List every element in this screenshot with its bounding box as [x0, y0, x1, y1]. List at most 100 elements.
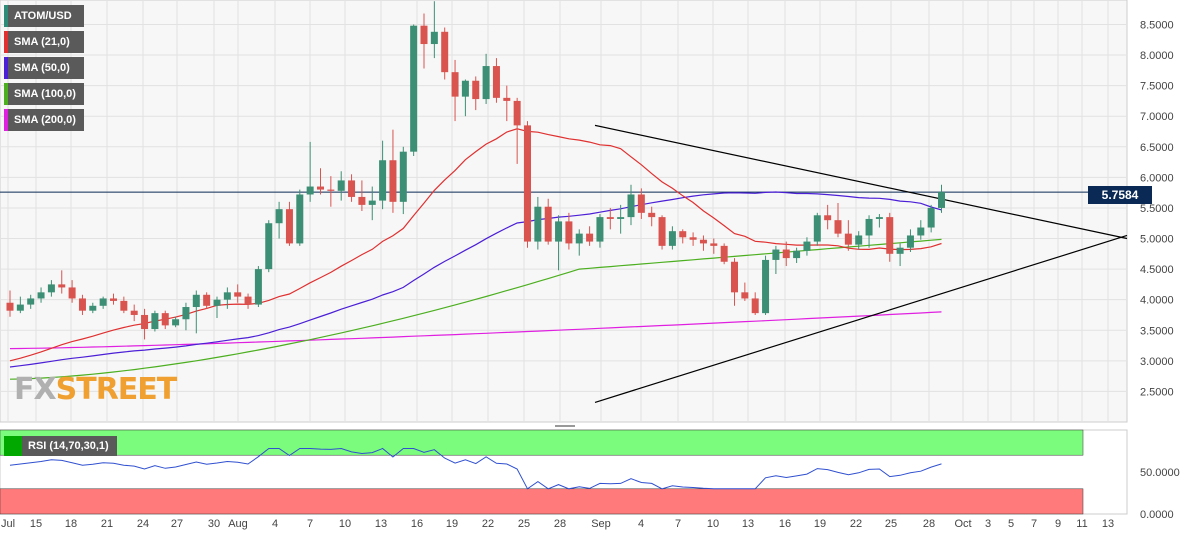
triangle-upper-line	[594, 124, 1128, 240]
x-tick-label: 10	[707, 518, 719, 530]
candle-body	[141, 314, 149, 330]
x-tick-label: 22	[850, 518, 862, 530]
candle-body	[379, 160, 387, 201]
y-tick-label: 2.5000	[1140, 386, 1174, 398]
sma50-line	[9, 191, 942, 368]
y-tick-label: 8.0000	[1140, 50, 1174, 62]
x-tick-label: 11	[1076, 518, 1087, 530]
y-tick-label: 7.5000	[1140, 81, 1174, 93]
y-tick-label: 5.5000	[1140, 203, 1174, 215]
rsi-label: RSI (14,70,30,1)	[28, 440, 109, 452]
candle-body	[410, 25, 418, 152]
candle-body	[772, 249, 780, 260]
legend-label: SMA (200,0)	[14, 114, 76, 126]
candle-body	[213, 299, 221, 306]
x-tick-label: 4	[638, 518, 644, 530]
candle-body	[627, 194, 635, 218]
candle-body	[782, 249, 790, 259]
x-tick-label: 5	[1008, 518, 1014, 530]
y-tick-label: 3.5000	[1140, 325, 1174, 337]
candle-body	[544, 206, 552, 242]
candle-body	[534, 206, 542, 242]
candle-body	[472, 80, 480, 100]
candle-body	[492, 66, 500, 98]
candle-body	[368, 200, 376, 205]
candle-body	[803, 241, 811, 251]
x-tick-label: 18	[65, 518, 77, 530]
x-tick-label: Jul	[1, 518, 15, 530]
candle-body	[938, 192, 945, 208]
legend-item-sma21[interactable]: SMA (21,0)	[4, 31, 84, 53]
candle-body	[679, 231, 687, 238]
y-tick-label: 3.0000	[1140, 356, 1174, 368]
candle-body	[265, 223, 273, 270]
candle-body	[110, 298, 117, 301]
candle-body	[710, 243, 718, 246]
price-badge: 5.7584	[1088, 186, 1152, 204]
candle-body	[348, 180, 356, 197]
candle-body	[503, 97, 511, 101]
x-tick-label: 21	[101, 518, 113, 530]
legend-label: SMA (100,0)	[14, 88, 76, 100]
x-tick-label: 13	[742, 518, 754, 530]
candle-body	[741, 292, 749, 299]
candle-body	[296, 194, 304, 244]
legend-swatch	[4, 57, 8, 79]
candle-body	[99, 298, 107, 306]
candle-body	[451, 72, 459, 97]
candle-body	[586, 233, 594, 242]
candle-body	[317, 186, 324, 190]
candle-body	[555, 221, 563, 242]
watermark-fx: FX	[14, 372, 57, 407]
candle-body	[865, 218, 873, 236]
x-tick-label: 27	[171, 518, 183, 530]
legend-item-sma200[interactable]: SMA (200,0)	[4, 109, 84, 131]
candle-body	[27, 298, 35, 305]
candle-body	[120, 300, 128, 311]
candle-body	[430, 31, 438, 45]
legend-item-sma100[interactable]: SMA (100,0)	[4, 83, 84, 105]
candle-body	[524, 125, 531, 242]
candle-body	[203, 294, 211, 306]
candle-body	[244, 296, 252, 305]
y-tick-label: 6.5000	[1140, 142, 1174, 154]
candle-body	[565, 221, 573, 244]
candle-body	[834, 220, 842, 234]
x-tick-label: 13	[375, 518, 387, 530]
x-tick-label: 30	[208, 518, 220, 530]
legend-swatch	[4, 83, 8, 105]
candle-body	[420, 25, 428, 45]
x-tick-label: 7	[307, 518, 313, 530]
rsi-swatch	[4, 436, 22, 456]
x-tick-label: 16	[779, 518, 791, 530]
candle-body	[824, 215, 832, 221]
candle-body	[482, 66, 490, 100]
candle-body	[461, 80, 469, 97]
candle-body	[358, 196, 366, 205]
triangle-lower-line	[594, 234, 1128, 404]
x-tick-label: 22	[482, 518, 494, 530]
candle-body	[182, 307, 190, 320]
x-tick-label: 19	[814, 518, 826, 530]
legend-item-sma50[interactable]: SMA (50,0)	[4, 57, 84, 79]
y-tick-label: 8.5000	[1140, 19, 1174, 31]
candle-body	[130, 310, 138, 315]
candle-body	[223, 292, 231, 300]
x-tick-label: 7	[675, 518, 681, 530]
candle-body	[658, 217, 666, 246]
candle-body	[234, 292, 242, 297]
candle-body	[617, 217, 625, 219]
candle-body	[875, 217, 883, 219]
legend-swatch	[4, 31, 8, 53]
x-tick-label: 7	[1031, 518, 1037, 530]
legend-item-atomusd[interactable]: ATOM/USD	[4, 5, 84, 27]
candle-body	[751, 298, 759, 314]
rsi-legend[interactable]: RSI (14,70,30,1)	[4, 436, 117, 456]
candle-body	[596, 217, 604, 242]
legend-label: SMA (21,0)	[14, 36, 70, 48]
x-tick-label: 15	[30, 518, 42, 530]
price-plot-area	[0, 0, 1128, 423]
candle-body	[762, 259, 770, 314]
x-tick-label: 3	[985, 518, 991, 530]
